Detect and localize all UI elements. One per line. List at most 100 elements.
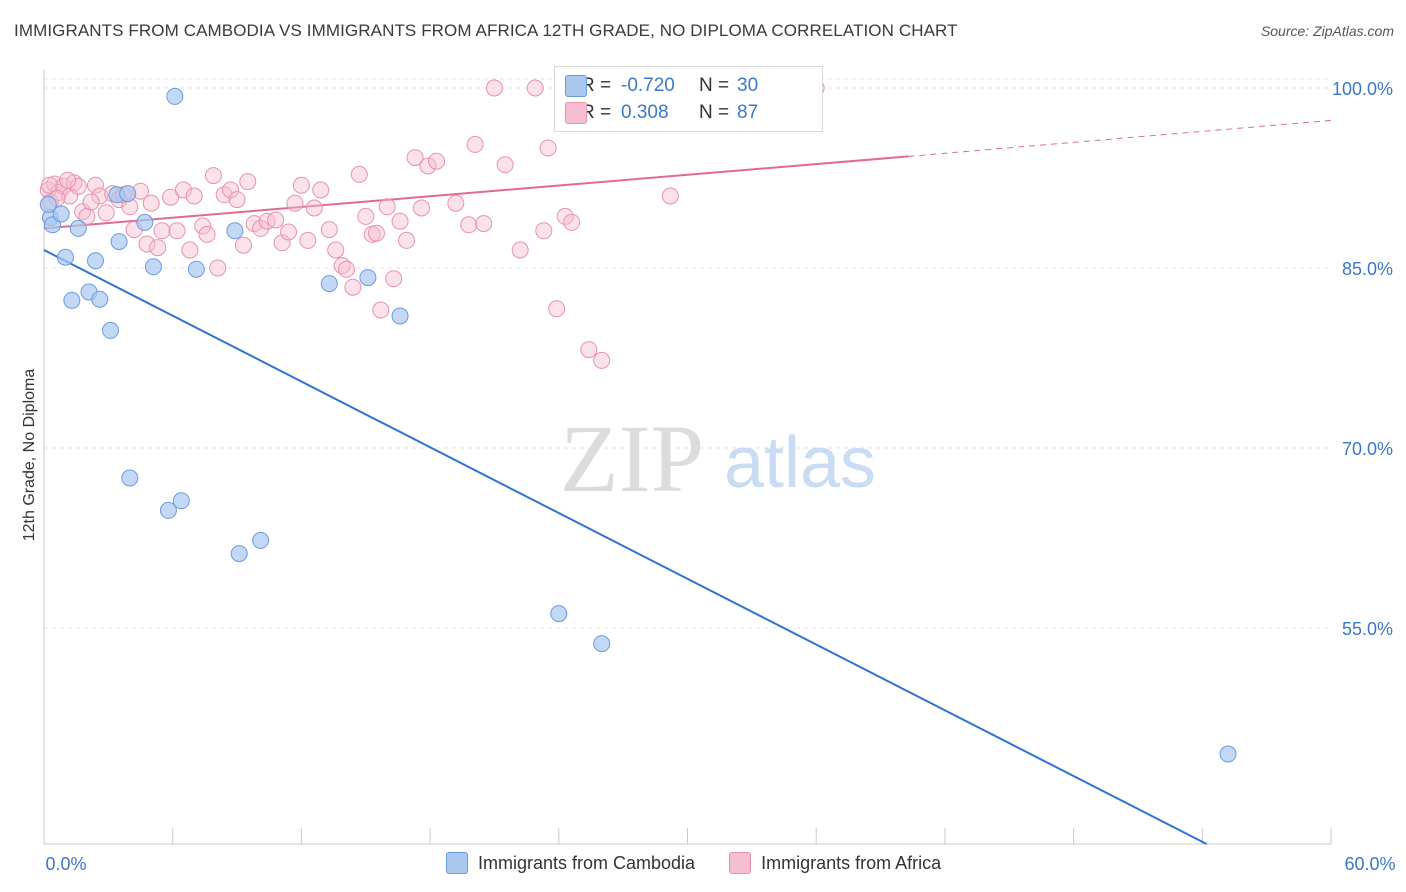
point-africa [535,222,553,240]
point-cambodia [593,635,611,653]
point-africa [526,79,544,97]
legend: Immigrants from Cambodia Immigrants from… [446,852,975,874]
r-label: R = [581,75,612,96]
point-cambodia [159,501,177,519]
point-africa [593,351,611,369]
point-africa [327,241,345,259]
trendlines [43,119,1332,845]
point-cambodia [86,252,104,270]
point-africa [142,194,160,212]
point-africa [209,259,227,277]
point-africa [511,241,529,259]
r-value: 0.308 [621,102,669,123]
point-cambodia [144,258,162,276]
point-africa [398,231,416,249]
y-tick-label: 55.0% [1342,619,1393,639]
point-cambodia [136,213,154,231]
legend-swatch-blue [446,852,468,874]
point-cambodia [56,248,74,266]
point-cambodia [39,195,57,213]
point-africa [97,204,115,222]
point-africa [168,222,186,240]
trendline-africa [43,155,909,230]
point-cambodia [52,205,70,223]
point-cambodia [110,233,128,251]
point-cambodia [550,605,568,623]
y-tick-label: 85.0% [1342,259,1393,279]
point-cambodia [391,307,409,325]
point-cambodia [226,222,244,240]
y-tick-label: 100.0% [1332,79,1393,99]
point-africa [337,260,355,278]
point-africa [273,234,291,252]
point-africa [378,198,396,216]
legend-label-africa: Immigrants from Africa [761,852,942,873]
point-africa [299,231,317,249]
point-africa [204,167,222,185]
point-africa [367,224,385,242]
blue-swatch [565,75,587,97]
point-africa [391,212,409,230]
trendline-cambodia [43,249,1208,845]
point-africa [496,156,514,174]
correlation-stats-box: R = -0.720 N = 30 R = 0.308 N = 87 [554,66,823,132]
r-label: R = [581,102,612,123]
n-value: 87 [737,102,759,123]
point-africa [138,235,156,253]
point-cambodia [63,291,81,309]
point-africa [153,222,171,240]
point-africa [419,157,437,175]
point-africa [372,301,390,319]
point-cambodia [121,469,139,487]
point-africa [252,219,270,237]
point-africa [466,135,484,153]
legend-label-cambodia: Immigrants from Cambodia [478,852,696,873]
point-africa [82,193,100,211]
point-africa [91,187,109,205]
y-tick-label: 70.0% [1342,439,1393,459]
watermark-atlas: atlas [724,423,876,503]
point-africa [239,173,257,191]
point-africa [580,341,598,359]
tick-labels: 55.0% 70.0% 85.0% 100.0% 0.0% 60.0% [45,79,1395,874]
point-africa [312,181,330,199]
point-africa [198,225,216,243]
point-africa [149,239,167,257]
x-tick-label: 0.0% [45,854,86,874]
point-africa [292,176,310,194]
point-africa [185,187,203,205]
trendline-africa-extension [908,119,1332,157]
point-cambodia [119,185,137,203]
r-value: -0.720 [621,75,675,96]
point-africa [228,191,246,209]
point-africa [86,176,104,194]
point-africa [350,165,368,183]
point-africa [548,300,566,318]
point-africa [428,152,446,170]
point-africa [162,188,180,206]
point-cambodia [91,290,109,308]
point-africa [305,199,323,217]
point-cambodia [187,260,205,278]
point-cambodia [320,275,338,293]
point-africa [460,216,478,234]
point-cambodia [1219,745,1237,763]
point-africa [413,199,431,217]
watermark-zip: ZIP [560,405,704,512]
point-africa [69,177,87,195]
point-africa [234,236,252,254]
legend-swatch-pink [729,852,752,874]
point-africa [59,171,77,189]
point-africa [357,207,375,225]
point-africa [344,278,362,296]
n-value: 30 [737,75,759,96]
point-cambodia [69,219,87,237]
point-africa [320,221,338,239]
point-cambodia [172,492,190,510]
point-africa [475,215,493,233]
point-africa [222,181,240,199]
legend-item-africa[interactable]: Immigrants from Africa [729,852,941,874]
point-cambodia [101,321,119,339]
legend-item-cambodia[interactable]: Immigrants from Cambodia [446,852,695,874]
